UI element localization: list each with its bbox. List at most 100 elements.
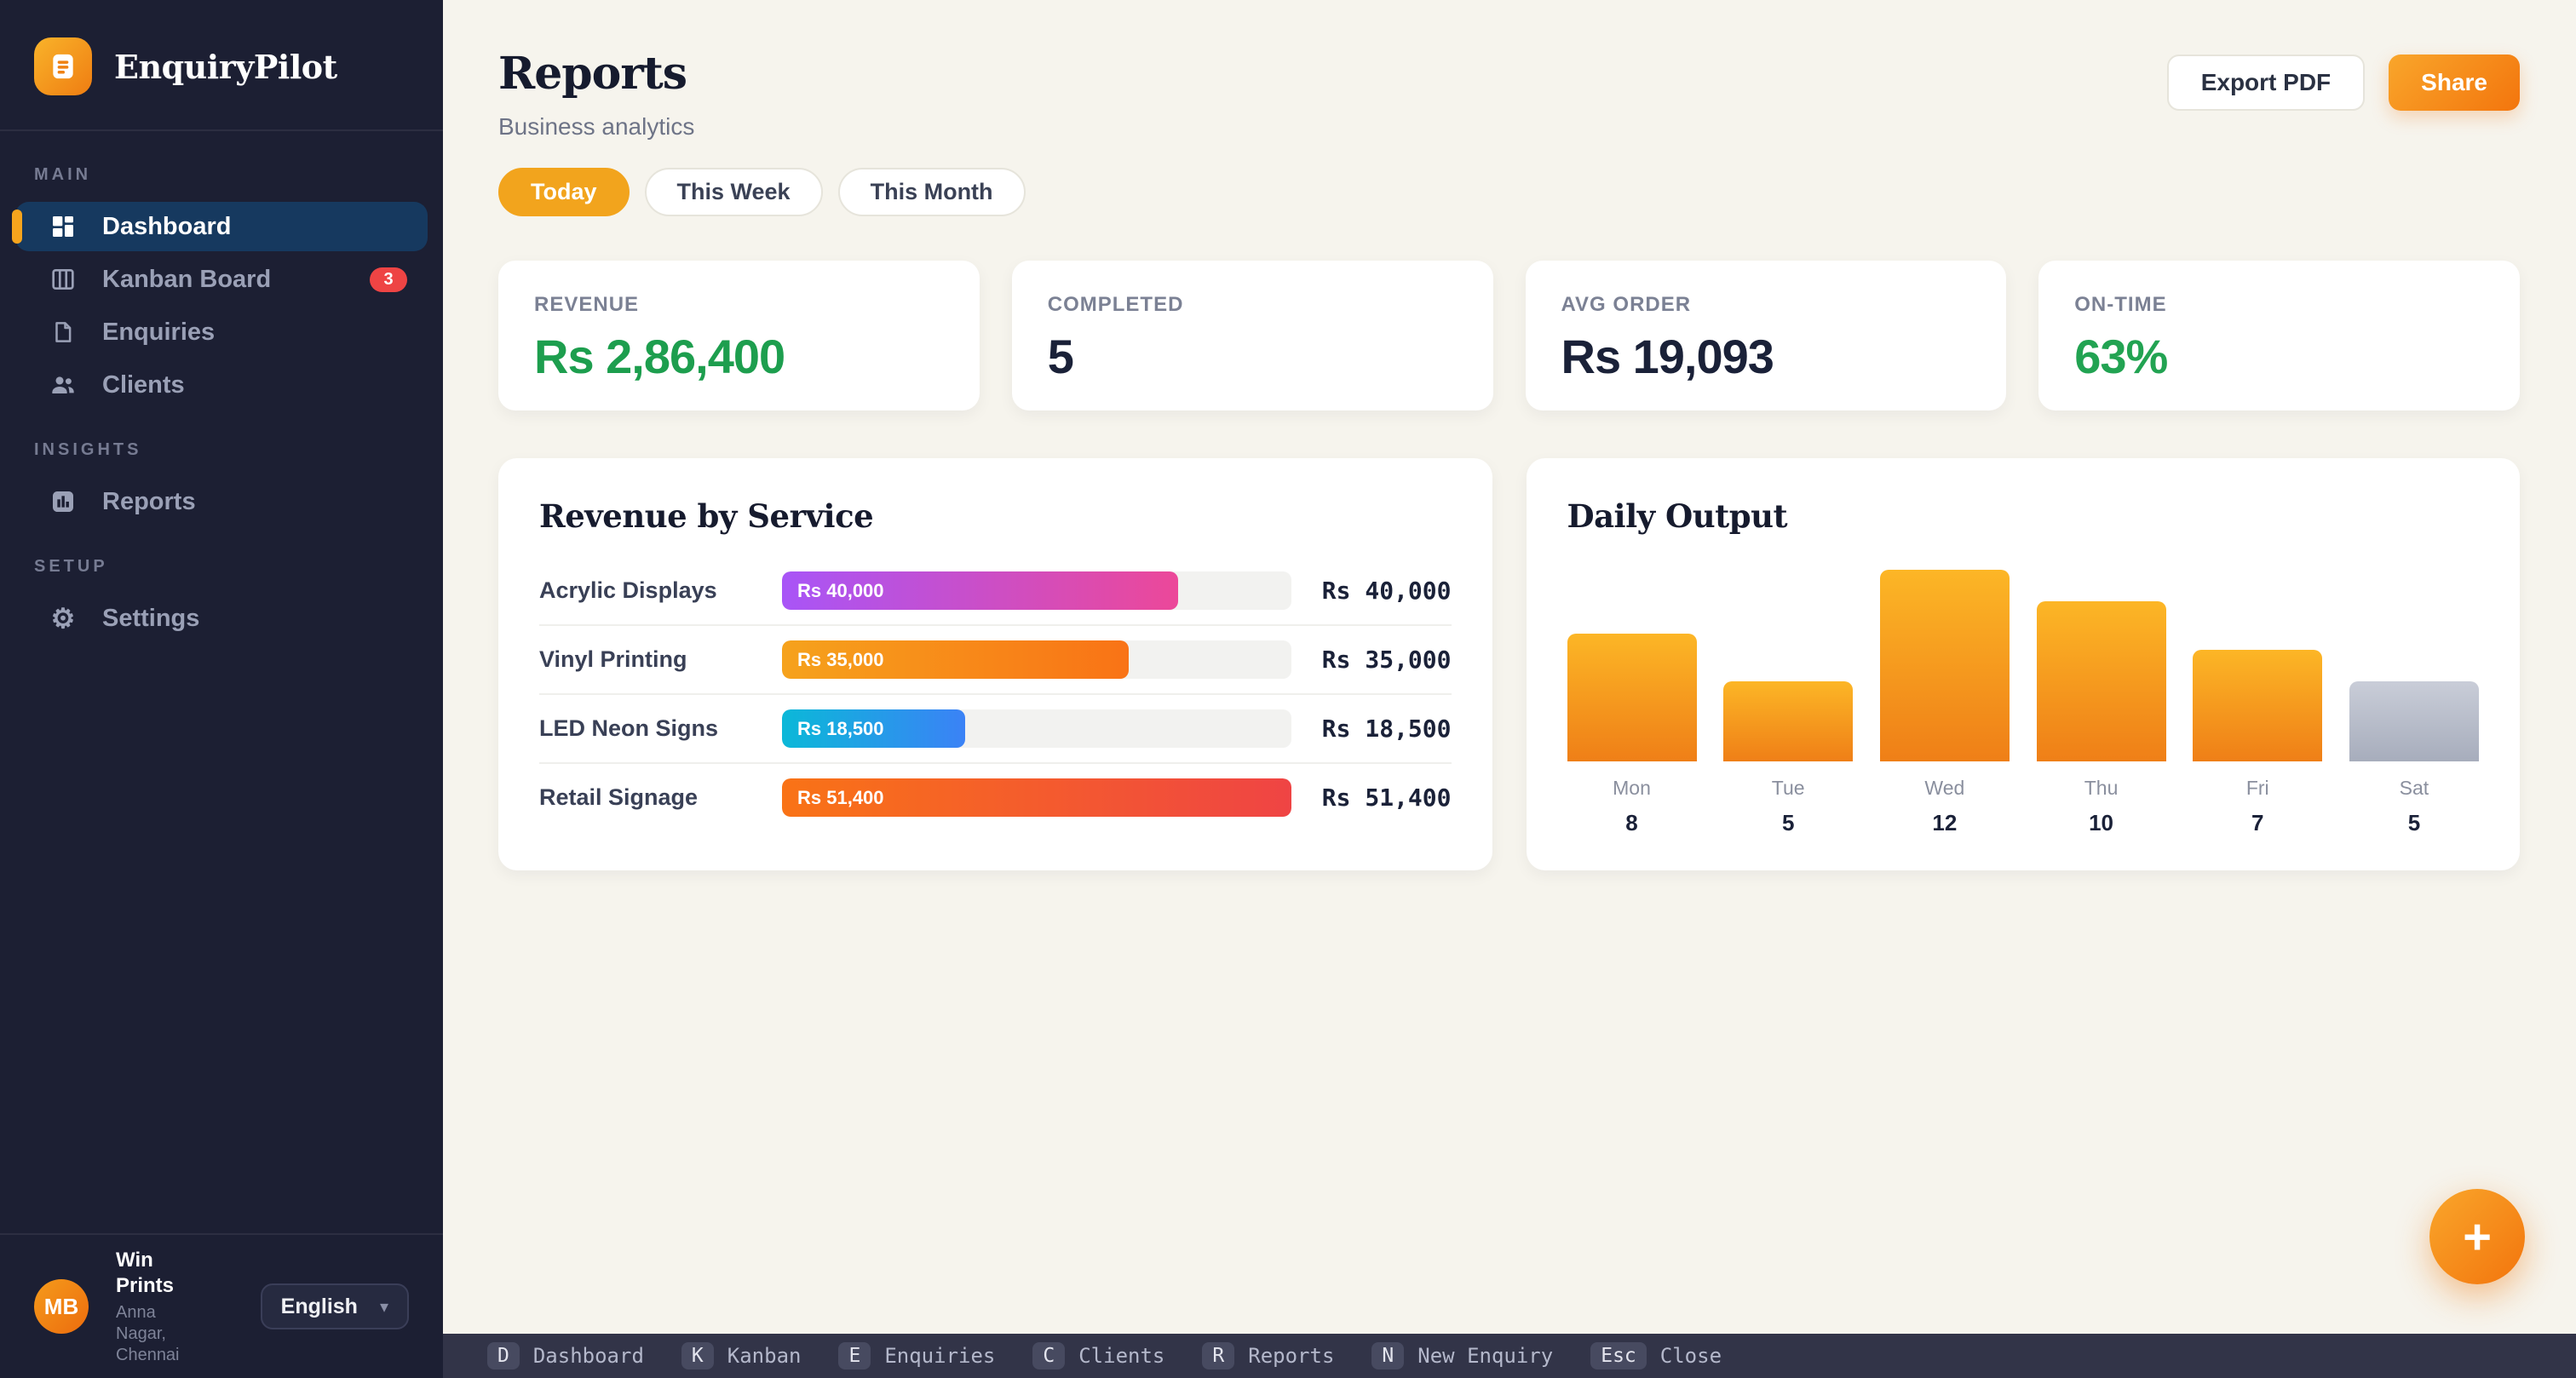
daily-value-label: 10 xyxy=(2089,810,2114,835)
daily-value-label: 7 xyxy=(2251,810,2264,835)
daily-day-label: Fri xyxy=(2245,777,2269,799)
key-badge: C xyxy=(1032,1342,1066,1369)
statusbar: D Dashboard K Kanban E Enquiries C Clien… xyxy=(443,1334,2576,1378)
revenue-rows: Acrylic Displays Rs 40,000 Rs 40,000 Vin… xyxy=(539,557,1452,831)
daily-col: Mon 8 xyxy=(1567,566,1697,836)
revenue-row: LED Neon Signs Rs 18,500 Rs 18,500 xyxy=(539,695,1452,764)
revenue-bar-fill-3: Rs 51,400 xyxy=(782,778,1291,817)
shortcut-label: Dashboard xyxy=(532,1344,644,1368)
new-enquiry-fab[interactable]: + xyxy=(2429,1189,2525,1284)
daily-day-label: Thu xyxy=(2084,777,2119,799)
chevron-down-icon: ▾ xyxy=(379,1297,388,1317)
revenue-bar-fill-2: Rs 18,500 xyxy=(782,709,966,748)
sidebar-item-label: Clients xyxy=(102,370,185,399)
avatar: MB xyxy=(34,1279,89,1334)
sidebar-item-kanban-board[interactable]: Kanban Board 3 xyxy=(15,255,428,304)
kpi-card-avg-order: AVG ORDER Rs 19,093 xyxy=(1525,261,2007,411)
sidebar: EnquiryPilot MAIN Dashboard Kanban Board… xyxy=(0,0,443,1378)
active-accent-bar xyxy=(12,210,22,244)
sidebar-nav: MAIN Dashboard Kanban Board 3 Enquiries xyxy=(0,131,443,643)
shortcut-enquiries: E Enquiries xyxy=(838,1342,995,1369)
daily-col: Tue 5 xyxy=(1723,566,1854,836)
gear-icon: ⚙ xyxy=(50,603,76,634)
language-select[interactable]: English ▾ xyxy=(260,1283,409,1329)
document-icon xyxy=(49,319,77,346)
logo-document-icon xyxy=(34,37,92,95)
key-badge: R xyxy=(1202,1342,1235,1369)
key-badge: E xyxy=(838,1342,871,1369)
charts-row: Revenue by Service Acrylic Displays Rs 4… xyxy=(498,458,2520,870)
shortcut-close: Esc Close xyxy=(1590,1342,1722,1369)
daily-bar-3 xyxy=(2036,601,2166,761)
revenue-bar-track: Rs 40,000 xyxy=(782,571,1291,610)
kpi-value-0: Rs 2,86,400 xyxy=(534,330,785,383)
key-badge: Esc xyxy=(1590,1342,1647,1369)
revenue-row-label: Acrylic Displays xyxy=(539,577,717,603)
export-pdf-button[interactable]: Export PDF xyxy=(2166,55,2366,111)
user-block: MB Win Prints Anna Nagar, Chennai Englis… xyxy=(0,1233,443,1378)
revenue-bar-inner-label: Rs 35,000 xyxy=(797,648,884,670)
share-button[interactable]: Share xyxy=(2389,55,2520,111)
revenue-bar-inner-label: Rs 40,000 xyxy=(797,579,884,601)
nav-section-insights: INSIGHTS xyxy=(34,440,142,459)
daily-chart-title: Daily Output xyxy=(1567,497,1788,535)
page-title: Reports xyxy=(498,48,687,100)
revenue-by-service-card: Revenue by Service Acrylic Displays Rs 4… xyxy=(498,458,1492,870)
filter-pill-1[interactable]: This Week xyxy=(644,168,823,216)
revenue-row-label: LED Neon Signs xyxy=(539,715,719,741)
logo-block: EnquiryPilot xyxy=(0,0,443,131)
page-header: Reports Business analytics Export PDF Sh… xyxy=(498,48,2520,141)
title-block: Reports Business analytics xyxy=(498,48,694,141)
sidebar-item-reports[interactable]: Reports xyxy=(15,477,428,526)
sidebar-item-label: Dashboard xyxy=(102,212,232,240)
daily-day-label: Mon xyxy=(1613,777,1651,799)
user-info: Win Prints Anna Nagar, Chennai xyxy=(116,1248,201,1366)
user-name: Win Prints xyxy=(116,1248,175,1297)
app-title: EnquiryPilot xyxy=(114,47,337,86)
revenue-bar-inner-label: Rs 51,400 xyxy=(797,786,884,808)
shortcut-kanban: K Kanban xyxy=(681,1342,801,1369)
nav-section-setup: SETUP xyxy=(34,557,108,576)
page-subtitle: Business analytics xyxy=(498,113,695,140)
filter-pill-2[interactable]: This Month xyxy=(837,168,1026,216)
revenue-chart-title: Revenue by Service xyxy=(539,497,874,535)
header-actions: Export PDF Share xyxy=(2166,55,2520,111)
sidebar-item-dashboard[interactable]: Dashboard xyxy=(12,202,428,251)
shortcut-new-enquiry: N New Enquiry xyxy=(1371,1342,1553,1369)
revenue-bar-track: Rs 35,000 xyxy=(782,640,1291,679)
date-filters: Today This Week This Month xyxy=(498,168,2520,216)
kpi-value-2: Rs 19,093 xyxy=(1561,330,1774,383)
daily-col: Wed 12 xyxy=(1879,566,2010,836)
sidebar-item-label: Reports xyxy=(102,487,196,515)
revenue-bar-track: Rs 51,400 xyxy=(782,778,1291,817)
revenue-row-label: Retail Signage xyxy=(539,784,699,810)
filter-pill-0[interactable]: Today xyxy=(498,168,630,216)
kpi-card-completed: COMPLETED 5 xyxy=(1011,261,1493,411)
key-badge: K xyxy=(681,1342,714,1369)
shortcut-dashboard: D Dashboard xyxy=(487,1342,644,1369)
kpi-card-on-time: ON-TIME 63% xyxy=(2038,261,2520,411)
people-icon xyxy=(49,371,77,399)
sidebar-item-label: Enquiries xyxy=(102,318,216,346)
sidebar-item-settings[interactable]: ⚙ Settings xyxy=(15,594,428,643)
kpi-value-1: 5 xyxy=(1047,330,1074,383)
kpi-label: REVENUE xyxy=(534,293,640,316)
kpi-value-3: 63% xyxy=(2074,330,2168,383)
revenue-row: Acrylic Displays Rs 40,000 Rs 40,000 xyxy=(539,557,1452,626)
revenue-bar-inner-label: Rs 18,500 xyxy=(797,717,884,739)
revenue-bar-track: Rs 18,500 xyxy=(782,709,1291,748)
daily-value-label: 5 xyxy=(2407,810,2421,835)
kpi-card-revenue: REVENUE Rs 2,86,400 xyxy=(498,261,980,411)
shortcut-label: Clients xyxy=(1078,1344,1165,1368)
revenue-row-value: Rs 51,400 xyxy=(1321,784,1452,812)
daily-value-label: 12 xyxy=(1932,810,1958,835)
kpi-label: AVG ORDER xyxy=(1561,293,1692,316)
kpi-label: COMPLETED xyxy=(1047,293,1184,316)
key-badge: N xyxy=(1371,1342,1405,1369)
key-badge: D xyxy=(487,1342,520,1369)
sidebar-item-enquiries[interactable]: Enquiries xyxy=(15,307,428,357)
revenue-row-value: Rs 40,000 xyxy=(1321,577,1452,605)
sidebar-item-label: Settings xyxy=(102,604,200,632)
sidebar-item-clients[interactable]: Clients xyxy=(15,360,428,410)
revenue-row-value: Rs 35,000 xyxy=(1321,646,1452,674)
